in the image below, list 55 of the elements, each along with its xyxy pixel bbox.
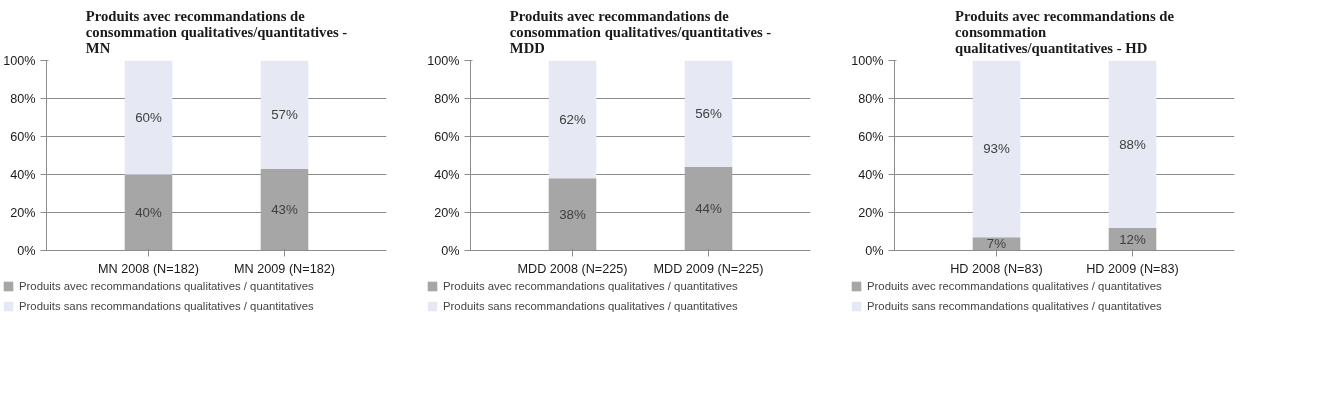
legend-label: Produits sans recommandations qualitatives / quantitatives <box>867 300 1162 312</box>
bar <box>260 168 309 251</box>
y-tick-label: 80% <box>434 91 460 106</box>
y-tick-label: 60% <box>858 129 884 144</box>
y-tick-label: 100% <box>427 53 460 68</box>
bar <box>548 178 597 251</box>
y-tick-label: 40% <box>858 167 884 182</box>
legend-label: Produits sans recommandations qualitatives / quantitatives <box>443 300 738 312</box>
bar <box>260 60 309 169</box>
y-tick-label: 0% <box>441 243 460 258</box>
bar <box>684 166 733 251</box>
data-label: 44% <box>695 201 722 217</box>
data-label: 38% <box>559 206 586 222</box>
chart-title: Produits avec recommandations de consommation qualitatives/quantitatives - MDD <box>509 7 772 56</box>
x-tick-label: MN 2009 (N=182) <box>234 261 335 276</box>
y-tick-label: 40% <box>434 167 460 182</box>
bar <box>124 174 173 251</box>
legend-label: Produits sans recommandations qualitatives / quantitatives <box>19 300 314 312</box>
y-tick-label: 100% <box>3 53 36 68</box>
chart-title: Produits avec recommandations de consommation qualitatives/quantitatives - HD <box>955 7 1175 56</box>
x-tick-label: MDD 2009 (N=225) <box>653 261 764 276</box>
y-tick-label: 60% <box>10 129 36 144</box>
y-tick-label: 20% <box>434 205 460 220</box>
y-tick-label: 20% <box>10 205 36 220</box>
data-label: 57% <box>271 107 298 123</box>
bar <box>1108 60 1157 228</box>
bar <box>548 60 597 179</box>
y-tick-label: 100% <box>851 53 884 68</box>
data-label: 12% <box>1119 231 1146 247</box>
y-tick-label: 0% <box>865 243 884 258</box>
x-tick-label: HD 2008 (N=83) <box>950 261 1043 276</box>
data-label: 7% <box>986 236 1007 252</box>
data-label: 60% <box>135 110 162 125</box>
data-label: 62% <box>559 111 586 127</box>
data-label: 93% <box>983 141 1010 157</box>
legend-label: Produits avec recommandations qualitatives / quantitatives <box>867 280 1162 292</box>
x-tick-label: HD 2009 (N=83) <box>1086 261 1179 276</box>
data-label: 40% <box>135 205 162 220</box>
legend-label: Produits avec recommandations qualitatives / quantitatives <box>19 280 314 292</box>
y-tick-label: 0% <box>17 243 36 258</box>
y-tick-label: 60% <box>434 129 460 144</box>
bar <box>972 60 1021 238</box>
data-label: 56% <box>695 106 722 122</box>
y-tick-label: 20% <box>858 205 884 220</box>
data-label: 88% <box>1119 136 1146 152</box>
y-tick-label: 80% <box>858 91 884 106</box>
chart-title: Produits avec recommandations de consommation qualitatives/quantitatives - MN <box>85 7 348 56</box>
bar <box>684 60 733 167</box>
y-tick-label: 40% <box>10 167 36 182</box>
y-tick-label: 80% <box>10 91 36 106</box>
x-tick-label: MN 2008 (N=182) <box>98 261 199 276</box>
legend-label: Produits avec recommandations qualitatives / quantitatives <box>443 280 738 292</box>
bar <box>124 60 173 175</box>
x-tick-label: MDD 2008 (N=225) <box>517 261 628 276</box>
data-label: 43% <box>271 202 298 218</box>
